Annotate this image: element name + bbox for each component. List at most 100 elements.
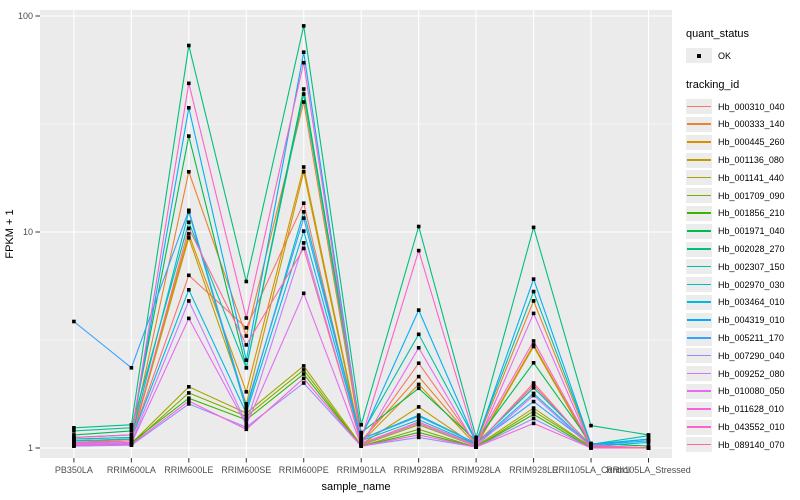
legend-item-label: Hb_009252_080 [718, 368, 785, 379]
legend-item-label: Hb_010080_050 [718, 386, 785, 397]
data-point [416, 248, 421, 253]
series-color-key [686, 152, 712, 168]
black-point-icon [697, 53, 701, 58]
data-point [416, 435, 421, 440]
series-color-key [686, 134, 712, 150]
series-line-icon [687, 105, 711, 108]
data-point [244, 316, 249, 320]
legend-item-Hb_002970_030: Hb_002970_030 [686, 276, 798, 294]
data-point [301, 92, 306, 96]
x-tick-label: RRII105LA_Stressed [606, 465, 691, 475]
data-point [589, 423, 593, 428]
legend-item-Hb_001136_080: Hb_001136_080 [686, 151, 798, 169]
data-point [531, 391, 536, 396]
series-line-icon [687, 283, 711, 286]
panel-layer: PB350LA RRIM600LA RRIM600LE RRIM600SE RRIM60… [18, 10, 691, 475]
data-point [416, 430, 421, 435]
data-point [187, 391, 191, 395]
series-line-icon [687, 319, 711, 321]
legend-item-Hb_000310_040: Hb_000310_040 [686, 98, 798, 116]
data-point [244, 427, 249, 432]
legend-item-label: Hb_002307_150 [718, 261, 785, 272]
data-point [244, 423, 249, 427]
data-point [531, 299, 536, 303]
legend-item-label: Hb_001136_080 [718, 155, 784, 166]
y-tick-label: 100 [18, 11, 33, 21]
data-point [187, 399, 191, 403]
y-axis-title: FPKM + 1 [4, 209, 16, 258]
data-point [359, 444, 363, 448]
legend-tracking-id-title: tracking_id [686, 78, 740, 91]
legend-quant-status: quant_status OK [686, 28, 798, 65]
x-tick-label: RRIM901LA [337, 465, 386, 475]
legend-item-label: Hb_001856_210 [718, 208, 785, 219]
data-point [129, 442, 134, 447]
data-point [474, 445, 478, 449]
data-point [646, 433, 651, 438]
data-point [187, 81, 191, 86]
data-point [129, 426, 134, 430]
data-point [187, 316, 191, 321]
data-point [244, 425, 249, 429]
data-point [187, 208, 191, 213]
legend-item-label: Hb_002970_030 [718, 279, 785, 290]
data-point [72, 319, 76, 324]
series-line-icon [687, 408, 711, 410]
data-point [531, 399, 536, 404]
data-point [72, 433, 76, 437]
x-tick-label: PB350LA [55, 465, 93, 475]
data-point [187, 134, 191, 138]
series-line-icon [687, 372, 711, 375]
x-tick-label: RRIM928BA [394, 465, 444, 475]
data-point [187, 273, 191, 278]
data-point [129, 433, 134, 437]
series-line-icon [687, 123, 711, 126]
legend-item-label: Hb_011628_010 [718, 404, 784, 415]
x-tick-label: RRII105LA_Control [552, 465, 630, 475]
data-point [416, 332, 421, 337]
data-point [416, 374, 421, 379]
legend-item-label: Hb_043552_010 [718, 422, 785, 433]
legend-tracking-items: Hb_000310_040 Hb_000333_140 Hb_000445_260 H… [686, 98, 798, 454]
data-point [187, 232, 191, 236]
series-line-icon [687, 301, 711, 304]
legend-item-label: Hb_002028_270 [718, 244, 785, 255]
series-line-icon [687, 426, 711, 428]
data-point [129, 439, 134, 443]
data-point [301, 364, 306, 368]
data-point [244, 402, 249, 406]
series-line-icon [687, 443, 711, 446]
data-point [72, 440, 76, 445]
data-point [416, 224, 421, 229]
legend-tracking-id: tracking_id Hb_000310_040 Hb_000333_140 Hb… [686, 79, 798, 454]
data-point [244, 411, 249, 415]
x-tick-label: RRIM928LA [452, 465, 501, 475]
data-point [72, 426, 76, 430]
x-tick-label: RRIM600LE [164, 465, 213, 475]
x-axis-title: sample_name [321, 481, 390, 493]
series-line-icon [687, 265, 711, 268]
data-point [416, 346, 421, 350]
series-color-key [686, 294, 712, 310]
legend-item-label: OK [718, 50, 732, 61]
series-line-icon [687, 337, 711, 339]
legend-item-Hb_004319_010: Hb_004319_010 [686, 311, 798, 329]
data-point [72, 435, 76, 440]
data-point [416, 361, 421, 365]
data-point [129, 366, 134, 370]
data-point [301, 100, 306, 104]
legend-item-Hb_001141_440: Hb_001141_440 [686, 169, 798, 187]
data-point [301, 170, 306, 174]
data-point [187, 220, 191, 224]
data-point [301, 24, 306, 28]
data-point [301, 87, 306, 91]
legend-item-ok: OK [686, 47, 798, 65]
data-point [359, 423, 363, 427]
legend-item-Hb_010080_050: Hb_010080_050 [686, 383, 798, 401]
x-tick-label: RRIM928LE [509, 465, 558, 475]
legend-item-Hb_003464_010: Hb_003464_010 [686, 294, 798, 312]
legend-item-Hb_005211_170: Hb_005211_170 [686, 329, 798, 347]
legend-item-label: Hb_001709_090 [718, 190, 785, 201]
legend-item-Hb_043552_010: Hb_043552_010 [686, 418, 798, 436]
data-point [416, 382, 421, 387]
